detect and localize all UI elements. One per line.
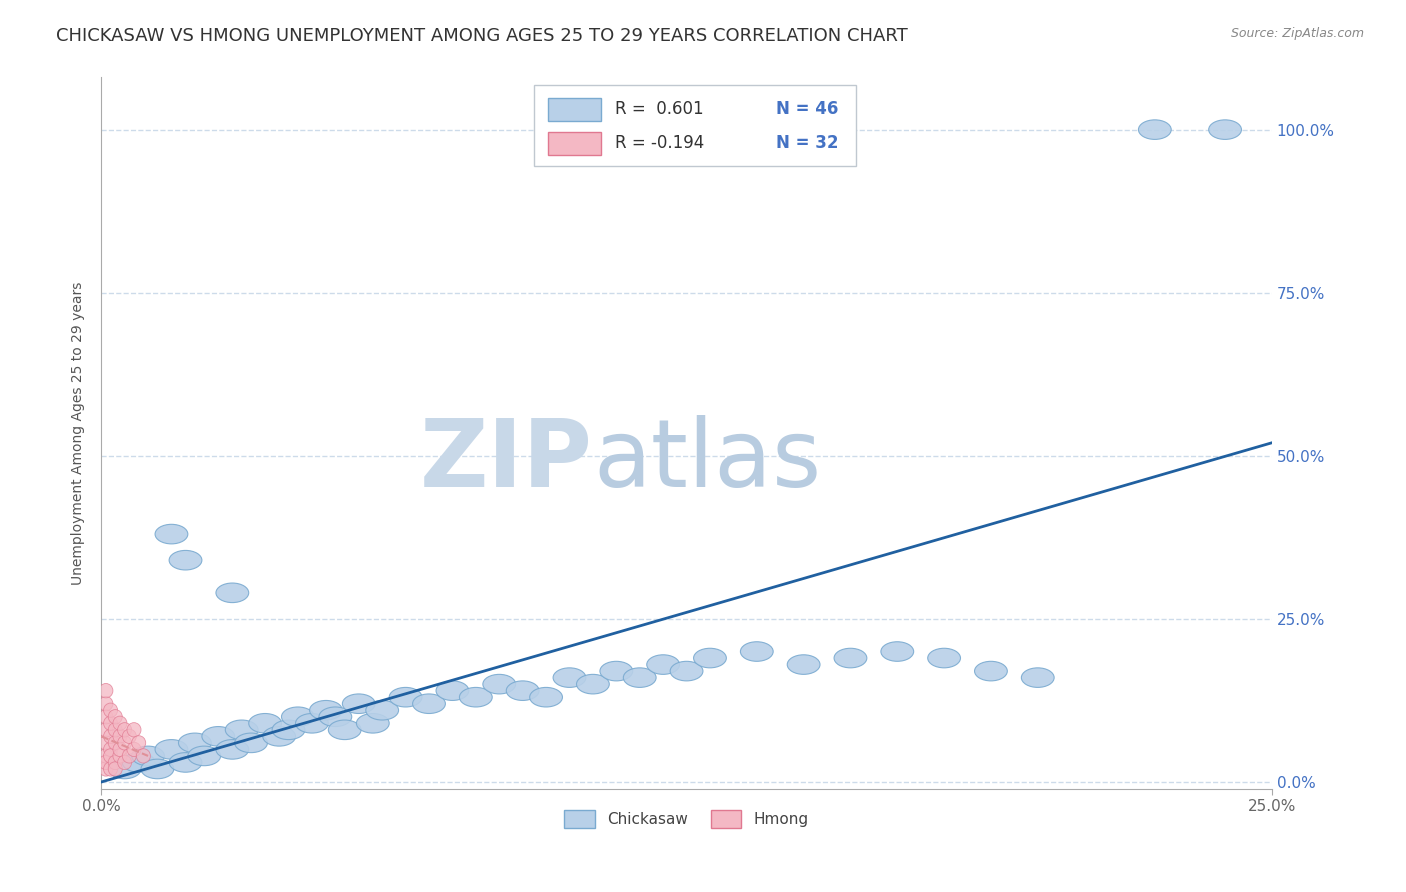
Ellipse shape [576,674,609,694]
Ellipse shape [263,727,295,746]
Ellipse shape [600,661,633,681]
Ellipse shape [98,710,112,724]
Ellipse shape [108,736,122,750]
Ellipse shape [928,648,960,668]
Ellipse shape [112,716,127,731]
Ellipse shape [136,748,150,763]
Ellipse shape [217,583,249,603]
Ellipse shape [132,746,165,765]
Text: R = -0.194: R = -0.194 [616,135,704,153]
Text: ZIP: ZIP [420,416,593,508]
Ellipse shape [412,694,446,714]
Ellipse shape [357,714,389,733]
Text: CHICKASAW VS HMONG UNEMPLOYMENT AMONG AGES 25 TO 29 YEARS CORRELATION CHART: CHICKASAW VS HMONG UNEMPLOYMENT AMONG AG… [56,27,908,45]
Ellipse shape [249,714,281,733]
Ellipse shape [366,700,398,720]
Ellipse shape [309,700,343,720]
Text: R =  0.601: R = 0.601 [616,100,704,118]
Ellipse shape [104,703,118,717]
Ellipse shape [343,694,375,714]
Ellipse shape [104,748,118,763]
Ellipse shape [118,736,132,750]
Ellipse shape [273,720,305,739]
Ellipse shape [108,723,122,737]
Y-axis label: Unemployment Among Ages 25 to 29 years: Unemployment Among Ages 25 to 29 years [72,281,86,584]
Ellipse shape [98,736,112,750]
Ellipse shape [122,753,155,772]
Ellipse shape [127,742,141,756]
Ellipse shape [460,688,492,707]
Ellipse shape [506,681,538,700]
Ellipse shape [693,648,727,668]
Ellipse shape [169,550,202,570]
Ellipse shape [671,661,703,681]
Ellipse shape [281,707,315,727]
Ellipse shape [530,688,562,707]
Ellipse shape [98,723,112,737]
Ellipse shape [104,716,118,731]
Ellipse shape [179,733,211,753]
Ellipse shape [108,710,122,724]
Ellipse shape [108,756,122,770]
Ellipse shape [1139,120,1171,139]
Ellipse shape [108,762,122,776]
Ellipse shape [104,729,118,744]
Ellipse shape [118,756,132,770]
Ellipse shape [122,729,136,744]
Ellipse shape [98,748,112,763]
Ellipse shape [132,736,146,750]
Ellipse shape [225,720,259,739]
Ellipse shape [202,727,235,746]
Ellipse shape [98,697,112,711]
Ellipse shape [112,742,127,756]
Ellipse shape [108,759,141,779]
Ellipse shape [834,648,868,668]
Ellipse shape [741,641,773,661]
FancyBboxPatch shape [548,97,602,120]
Ellipse shape [553,668,586,688]
Ellipse shape [98,683,112,698]
FancyBboxPatch shape [534,85,856,166]
FancyBboxPatch shape [548,132,602,155]
Ellipse shape [882,641,914,661]
Ellipse shape [389,688,422,707]
Ellipse shape [141,759,174,779]
Text: atlas: atlas [593,416,821,508]
Ellipse shape [974,661,1007,681]
Ellipse shape [235,733,267,753]
Ellipse shape [188,746,221,765]
Text: Source: ZipAtlas.com: Source: ZipAtlas.com [1230,27,1364,40]
Ellipse shape [98,762,112,776]
Ellipse shape [787,655,820,674]
Ellipse shape [122,748,136,763]
Ellipse shape [104,742,118,756]
Ellipse shape [482,674,516,694]
Ellipse shape [217,739,249,759]
Ellipse shape [319,707,352,727]
Ellipse shape [647,655,679,674]
Text: N = 46: N = 46 [776,100,839,118]
Ellipse shape [623,668,657,688]
Ellipse shape [98,756,112,770]
Ellipse shape [118,723,132,737]
Ellipse shape [104,762,118,776]
Text: N = 32: N = 32 [776,135,839,153]
Ellipse shape [1021,668,1054,688]
Ellipse shape [329,720,361,739]
Ellipse shape [436,681,468,700]
Ellipse shape [155,524,188,544]
Legend: Chickasaw, Hmong: Chickasaw, Hmong [558,805,815,834]
Ellipse shape [112,748,127,763]
Ellipse shape [127,723,141,737]
Ellipse shape [169,753,202,772]
Ellipse shape [112,729,127,744]
Ellipse shape [1209,120,1241,139]
Ellipse shape [155,739,188,759]
Ellipse shape [295,714,329,733]
